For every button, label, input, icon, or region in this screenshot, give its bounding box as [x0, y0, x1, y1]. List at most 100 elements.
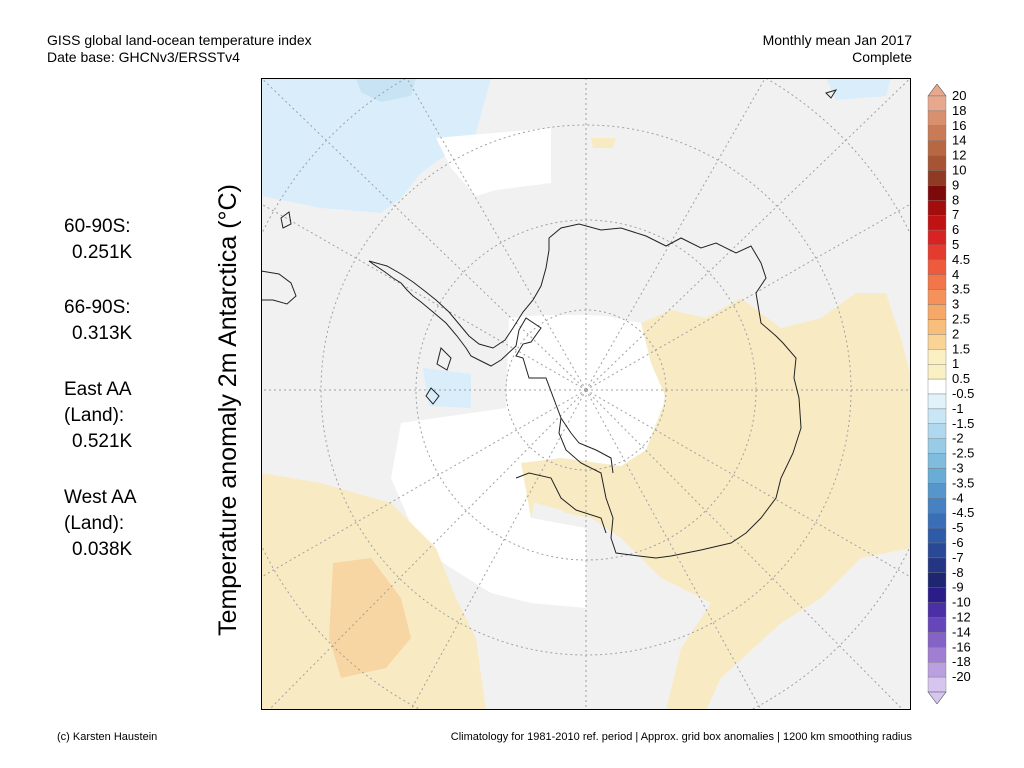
colorbar-top-arrow — [927, 84, 947, 97]
colorbar-tick-label: 2 — [952, 326, 959, 341]
colorbar-swatch — [927, 229, 947, 246]
colorbar-tick-label: 4 — [952, 267, 959, 282]
stat-label: 66-90S: — [64, 297, 131, 318]
data-base-label: Date base: GHCNv3/ERSSTv4 — [47, 49, 240, 65]
colorbar-tick-label: -2.5 — [952, 446, 974, 461]
colorbar-tick-label: -3 — [952, 461, 964, 476]
stat-label: (Land): — [64, 513, 125, 534]
colorbar-tick-label: 3.5 — [952, 282, 970, 297]
colorbar: 201816141210987654.543.532.521.510.5-0.5… — [927, 84, 974, 704]
colorbar-swatch — [927, 587, 947, 603]
colorbar-swatch — [927, 349, 947, 365]
colorbar-tick-label: 20 — [952, 88, 966, 103]
colorbar-swatch — [927, 200, 947, 216]
colorbar-tick-label: -20 — [952, 669, 971, 684]
header-left: GISS global land-ocean temperature index… — [47, 32, 312, 66]
colorbar-tick-label: 2.5 — [952, 312, 970, 327]
map-title: GISS global land-ocean temperature index — [47, 32, 312, 48]
colorbar-tick-label: 8 — [952, 192, 959, 207]
colorbar-tick-label: 7 — [952, 207, 959, 222]
south-shetland-islands — [280, 211, 452, 405]
colorbar-tick-label: -4 — [952, 490, 964, 505]
colorbar-tick-label: 9 — [952, 177, 959, 192]
stat-label: 60-90S: — [64, 216, 131, 237]
colorbar-tick-label: -16 — [952, 639, 971, 654]
stat-value: 0.521K — [72, 431, 133, 452]
south-america-tip — [261, 270, 297, 305]
colorbar-tick-label: -9 — [952, 580, 964, 595]
y-axis-label: Temperature anomaly 2m Antarctica (°C) — [214, 184, 242, 636]
stat-label: West AA — [64, 487, 137, 508]
colorbar-tick-label: 18 — [952, 103, 966, 118]
stat-value: 0.038K — [72, 539, 133, 560]
colorbar-swatch — [927, 617, 947, 633]
antarctica-coastline — [368, 223, 802, 559]
colorbar-swatch — [927, 498, 947, 514]
colorbar-tick-label: 12 — [952, 148, 966, 163]
colorbar-swatch — [927, 662, 947, 678]
map-frame — [261, 78, 911, 710]
colorbar-tick-label: 1.5 — [952, 341, 970, 356]
stat-60-90s: 60-90S: 0.251K — [64, 214, 132, 266]
warm-anomaly-small-patch — [591, 138, 616, 148]
colorbar-swatch — [927, 572, 947, 588]
colorbar-tick-label: 14 — [952, 133, 966, 148]
stat-label: East AA — [64, 379, 132, 400]
colorbar-tick-label: 4.5 — [952, 252, 970, 267]
colorbar-tick-label: -12 — [952, 610, 971, 625]
cool-anomaly-core — [356, 78, 416, 102]
colorbar-swatch — [927, 140, 947, 156]
header-right: Monthly mean Jan 2017 Complete — [763, 32, 912, 66]
methodology-note: Climatology for 1981-2010 ref. period | … — [450, 731, 912, 743]
near-zero-region-nw — [436, 128, 551, 196]
colorbar-swatch — [927, 378, 947, 395]
colorbar-swatch — [927, 110, 947, 126]
colorbar-swatch — [927, 527, 947, 544]
colorbar-tick-label: -18 — [952, 654, 971, 669]
colorbar-tick-label: -1.5 — [952, 416, 974, 431]
colorbar-swatch — [927, 289, 947, 305]
warm-anomaly-east-antarctica — [521, 293, 911, 710]
colorbar-swatch — [927, 632, 947, 648]
colorbar-tick-label: -8 — [952, 565, 964, 580]
warm-anomaly-ross-sea — [526, 468, 606, 510]
colorbar-swatch — [927, 170, 947, 186]
colorbar-tick-label: -14 — [952, 624, 971, 639]
credit-text: (c) Karsten Haustein — [57, 731, 158, 743]
weddell-sea-coast — [515, 472, 607, 534]
colorbar-swatch — [927, 542, 947, 559]
colorbar-tick-label: 5 — [952, 237, 959, 252]
colorbar-swatch — [927, 334, 947, 350]
stat-value: 0.313K — [72, 323, 133, 344]
colorbar-tick-label: -1 — [952, 401, 964, 416]
colorbar-tick-label: -5 — [952, 520, 964, 535]
colorbar-swatch — [927, 438, 947, 454]
antarctic-peninsula — [368, 238, 550, 349]
colorbar-tick-label: -0.5 — [952, 386, 974, 401]
colorbar-swatch — [927, 125, 947, 141]
colorbar-tick-label: 6 — [952, 222, 959, 237]
period-label: Monthly mean Jan 2017 — [762, 32, 912, 48]
colorbar-tick-label: 0.5 — [952, 371, 970, 386]
colorbar-swatch — [927, 557, 947, 573]
colorbar-swatch — [927, 304, 947, 320]
colorbar-tick-label: -7 — [952, 550, 964, 565]
colorbar-swatch — [927, 453, 947, 469]
cool-anomaly-patch-peninsula — [423, 368, 471, 408]
colorbar-swatch — [927, 423, 947, 439]
colorbar-swatch — [927, 155, 947, 171]
stat-66-90s: 66-90S: 0.313K — [64, 295, 132, 347]
colorbar-tick-label: 10 — [952, 163, 966, 178]
longitude-grid — [261, 78, 911, 710]
colorbar-tick-label: -3.5 — [952, 475, 974, 490]
colorbar-swatch — [927, 244, 947, 261]
completeness-label: Complete — [852, 49, 912, 65]
colorbar-swatch — [927, 602, 947, 618]
colorbar-swatch — [927, 468, 947, 484]
colorbar-swatch — [927, 676, 947, 693]
colorbar-tick-label: -6 — [952, 535, 964, 550]
ross-ice-shelf-edge — [560, 417, 614, 474]
colorbar-tick-label: -4.5 — [952, 505, 974, 520]
australia-edge — [825, 89, 838, 99]
colorbar-swatch — [927, 274, 947, 290]
